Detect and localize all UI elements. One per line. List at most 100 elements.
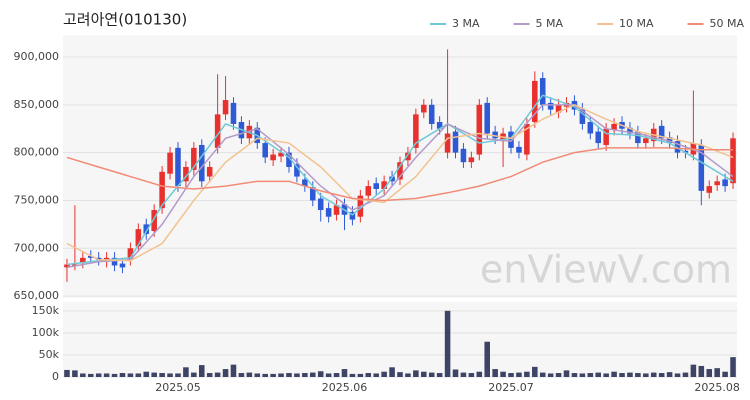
volume-bar [452, 369, 459, 377]
volume-bar [111, 373, 118, 377]
volume-bar [539, 372, 546, 377]
watermark: enViewV.com [480, 248, 732, 292]
volume-bar [579, 373, 586, 377]
volume-bar [500, 371, 506, 377]
volume-bar [87, 373, 94, 377]
volume-bar [286, 373, 292, 377]
volume-bar [246, 372, 253, 377]
candle-body [730, 138, 736, 184]
candle-body [468, 157, 475, 163]
volume-bar [357, 373, 364, 377]
volume-bar [349, 373, 356, 377]
x-tick-label: 2025.05 [155, 381, 201, 394]
volume-plot-bg [63, 302, 737, 377]
volume-bar [175, 373, 181, 377]
candle-body [214, 114, 221, 148]
volume-bar [191, 372, 197, 377]
x-tick-label: 2025.06 [322, 381, 368, 394]
volume-bar [341, 369, 348, 377]
ma-line [66, 147, 734, 202]
volume-bar [198, 365, 205, 377]
candle-body [421, 104, 427, 113]
volume-bar [405, 373, 411, 377]
volume-bar [294, 373, 300, 377]
candle-body [175, 147, 181, 187]
candle-body [436, 122, 443, 129]
volume-bar [508, 373, 514, 377]
volume-bar [214, 372, 221, 377]
volume-bar [595, 372, 602, 377]
ma-line [66, 103, 734, 262]
candle-body [143, 224, 150, 234]
volume-bar [516, 372, 522, 377]
candle-body [183, 166, 189, 182]
candle-body [555, 104, 562, 113]
candle-body [484, 102, 490, 134]
volume-bar [555, 373, 562, 377]
y-tick-label: 850,000 [14, 98, 60, 111]
volume-bar [571, 373, 578, 377]
y-tick-label: 750,000 [14, 193, 60, 206]
volume-bar [222, 369, 229, 377]
candle-body [135, 229, 142, 247]
volume-bar [476, 371, 483, 377]
candle-body [627, 127, 633, 134]
volume-bar [80, 373, 86, 377]
volume-bar [484, 341, 490, 377]
x-tick-label: 2025.08 [694, 381, 740, 394]
candle-body [349, 211, 356, 220]
volume-bar [381, 371, 387, 377]
candle-body [119, 263, 126, 268]
candle-body [698, 144, 705, 191]
candle-body [64, 264, 70, 268]
volume-bar [532, 366, 538, 377]
candle-body [643, 138, 649, 144]
candle-body [198, 144, 205, 182]
ma-line [66, 104, 734, 269]
candle-body [476, 104, 483, 155]
volume-bar [698, 365, 705, 377]
volume-bar [270, 373, 276, 377]
chart-title: 고려아연(010130) [63, 11, 187, 29]
candle-body [373, 183, 379, 189]
candle-body [579, 108, 586, 124]
volume-bar [730, 357, 736, 377]
volume-bar [389, 367, 395, 377]
volume-bar [333, 373, 340, 377]
candle-body [317, 198, 324, 211]
candle-body [460, 148, 467, 163]
volume-bar [635, 373, 641, 377]
volume-bar [460, 372, 467, 377]
volume-bar [682, 372, 689, 377]
candle-body [80, 257, 86, 263]
candle-body [151, 210, 157, 232]
candle-body [302, 179, 308, 187]
candle-body [666, 137, 673, 144]
candle-body [294, 164, 300, 177]
candle-body [270, 154, 276, 161]
candle-body [389, 176, 395, 182]
volume-bar [325, 373, 332, 377]
candle-body [405, 152, 411, 161]
candle-body [159, 171, 165, 209]
volume-bar [658, 373, 665, 377]
volume-bar [666, 372, 673, 377]
volume-bar [706, 369, 713, 377]
volume-bar [468, 373, 475, 377]
volume-bar [650, 372, 657, 377]
volume-bar [643, 373, 649, 377]
candle-body [722, 179, 728, 187]
volume-bar [674, 373, 681, 377]
volume-bar [127, 373, 134, 377]
y-tick-label: 650,000 [14, 289, 60, 302]
y-tick-label: 0 [52, 370, 59, 383]
volume-bar [310, 372, 316, 377]
candle-body [635, 131, 641, 144]
volume-bar [524, 371, 530, 377]
volume-bar [492, 369, 498, 377]
candle-body [191, 147, 197, 170]
candle-body [595, 131, 602, 144]
y-tick-label: 900,000 [14, 50, 60, 63]
volume-bar [95, 373, 102, 377]
